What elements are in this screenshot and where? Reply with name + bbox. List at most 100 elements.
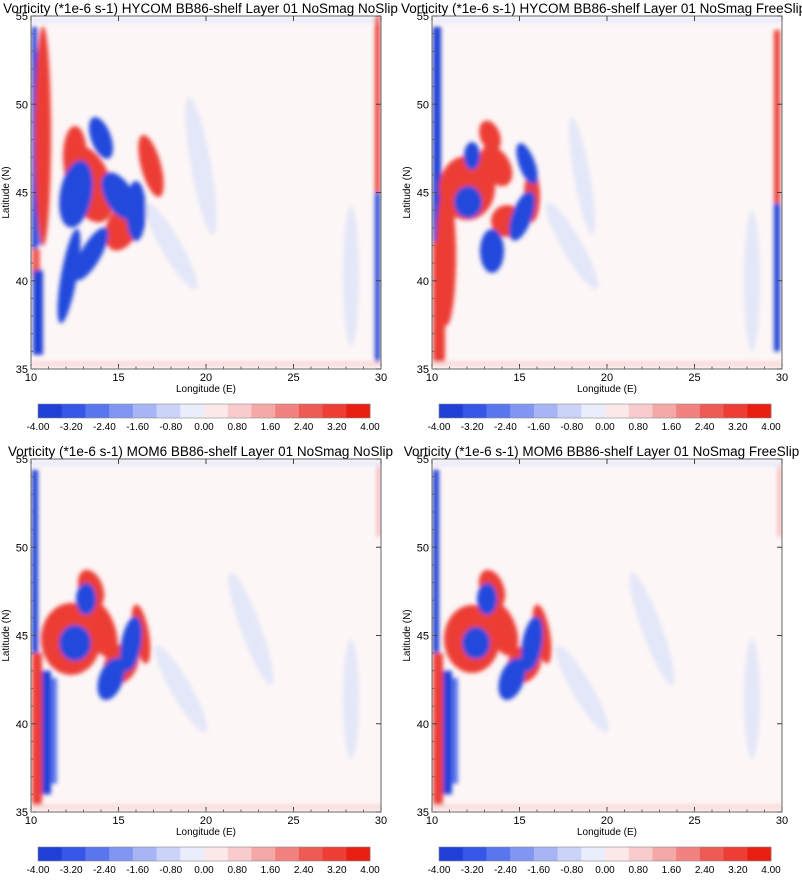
- y-tick-label: 55: [417, 11, 429, 23]
- x-axis-label: Longitude (E): [176, 384, 236, 395]
- colorbar-segment: [747, 404, 772, 418]
- colorbar-segment: [85, 404, 110, 418]
- colorbar-segment: [251, 847, 276, 861]
- x-axis-label: Longitude (E): [577, 827, 637, 838]
- y-axis-label: Latitude (N): [1, 609, 12, 661]
- colorbar-label: -0.80: [560, 865, 583, 876]
- colorbar-segment: [156, 847, 181, 861]
- colorbar-label: 4.00: [360, 865, 380, 876]
- y-tick-label: 40: [417, 276, 429, 288]
- panel-title: Vorticity (*1e-6 s-1) MOM6 BB86-shelf La…: [403, 444, 800, 459]
- colorbar-segment: [61, 847, 86, 861]
- colorbar-segment: [180, 404, 205, 418]
- colorbar-label: 0.80: [628, 422, 648, 433]
- colorbar-label: 3.20: [327, 865, 347, 876]
- colorbar-segment: [699, 404, 724, 418]
- vorticity-panel-hycom-noslip: Vorticity (*1e-6 s-1) HYCOM BB86-shelf L…: [0, 0, 401, 441]
- colorbar-label: 3.20: [327, 422, 347, 433]
- x-tick-label: 10: [25, 372, 37, 384]
- y-tick-label: 50: [16, 99, 28, 111]
- colorbar-label: 0.80: [227, 422, 247, 433]
- x-tick-label: 15: [112, 815, 124, 827]
- colorbar-segment: [652, 404, 677, 418]
- colorbar-segment: [605, 404, 630, 418]
- x-tick-label: 15: [513, 815, 525, 827]
- colorbar-segment: [581, 847, 606, 861]
- panel-title: Vorticity (*1e-6 s-1) HYCOM BB86-shelf L…: [401, 1, 802, 16]
- y-tick-label: 45: [16, 631, 28, 643]
- colorbar-label: 2.40: [695, 865, 715, 876]
- colorbar-segment: [439, 404, 464, 418]
- x-tick-label: 20: [200, 815, 212, 827]
- colorbar-segment: [61, 404, 86, 418]
- colorbar-label: 1.60: [662, 422, 682, 433]
- colorbar-segment: [510, 847, 535, 861]
- colorbar-segment: [156, 404, 181, 418]
- colorbar-segment: [275, 847, 300, 861]
- colorbar-segment: [251, 404, 276, 418]
- colorbar-label: 2.40: [294, 422, 314, 433]
- colorbar-label: -1.60: [527, 422, 550, 433]
- colorbar-segment: [533, 404, 558, 418]
- colorbar-segment: [628, 404, 653, 418]
- colorbar-frame: [438, 403, 772, 419]
- colorbar-label: 1.60: [662, 865, 682, 876]
- colorbar-label: -2.40: [93, 422, 116, 433]
- colorbar-label: 0.00: [194, 865, 214, 876]
- y-tick-label: 40: [16, 276, 28, 288]
- x-tick-label: 20: [200, 372, 212, 384]
- y-tick-label: 50: [417, 542, 429, 554]
- colorbar-segment: [204, 404, 229, 418]
- x-tick-label: 25: [688, 815, 700, 827]
- colorbar-label: -2.40: [93, 865, 116, 876]
- x-tick-label: 25: [688, 372, 700, 384]
- colorbar-label: -3.20: [461, 422, 484, 433]
- y-tick-label: 55: [16, 11, 28, 23]
- colorbar-segment: [723, 404, 748, 418]
- y-tick-label: 45: [417, 631, 429, 643]
- y-tick-label: 35: [417, 364, 429, 376]
- colorbar-label: 2.40: [294, 865, 314, 876]
- colorbar-label: -3.20: [60, 422, 83, 433]
- y-tick-label: 55: [16, 454, 28, 466]
- colorbar-segment: [346, 404, 371, 418]
- panel-title: Vorticity (*1e-6 s-1) HYCOM BB86-shelf L…: [3, 1, 398, 16]
- colorbar-label: 0.80: [628, 865, 648, 876]
- vorticity-heatmap: 10 15 20 25 30 35 40 45 50 55 Longitude (E) Latitud…: [1, 11, 387, 433]
- colorbar-label: -2.40: [494, 422, 517, 433]
- x-axis-label: Longitude (E): [176, 827, 236, 838]
- colorbar-label: 0.00: [595, 865, 615, 876]
- colorbar-segment: [676, 404, 701, 418]
- x-tick-label: 30: [776, 815, 788, 827]
- colorbar-segment: [652, 847, 677, 861]
- colorbar-segment: [557, 847, 582, 861]
- vorticity-panel-hycom-freeslip: Vorticity (*1e-6 s-1) HYCOM BB86-shelf L…: [401, 0, 802, 441]
- colorbar-segment: [227, 404, 252, 418]
- colorbar-segment: [510, 404, 535, 418]
- colorbar-segment: [132, 847, 157, 861]
- panel-title: Vorticity (*1e-6 s-1) MOM6 BB86-shelf La…: [8, 444, 393, 459]
- x-tick-label: 10: [25, 815, 37, 827]
- colorbar-segment: [462, 404, 487, 418]
- colorbar-segment: [298, 847, 323, 861]
- colorbar-segment: [38, 847, 63, 861]
- colorbar-segment: [723, 847, 748, 861]
- vorticity-panel-mom6-noslip: Vorticity (*1e-6 s-1) MOM6 BB86-shelf La…: [0, 443, 401, 884]
- x-tick-label: 10: [426, 372, 438, 384]
- colorbar-segment: [38, 404, 63, 418]
- colorbar-label: 4.00: [761, 422, 781, 433]
- colorbar-segment: [676, 847, 701, 861]
- y-axis-label: Latitude (N): [1, 166, 12, 218]
- colorbar-segment: [605, 847, 630, 861]
- colorbar-label: 4.00: [761, 865, 781, 876]
- x-tick-label: 25: [287, 815, 299, 827]
- x-tick-label: 25: [287, 372, 299, 384]
- vorticity-panel-mom6-freeslip: Vorticity (*1e-6 s-1) MOM6 BB86-shelf La…: [401, 443, 802, 884]
- colorbar-label: 3.20: [728, 422, 748, 433]
- y-axis-label: Latitude (N): [402, 609, 413, 661]
- colorbar-label: -3.20: [461, 865, 484, 876]
- colorbar-segment: [346, 847, 371, 861]
- x-tick-label: 15: [112, 372, 124, 384]
- y-tick-label: 40: [16, 719, 28, 731]
- x-tick-label: 30: [776, 372, 788, 384]
